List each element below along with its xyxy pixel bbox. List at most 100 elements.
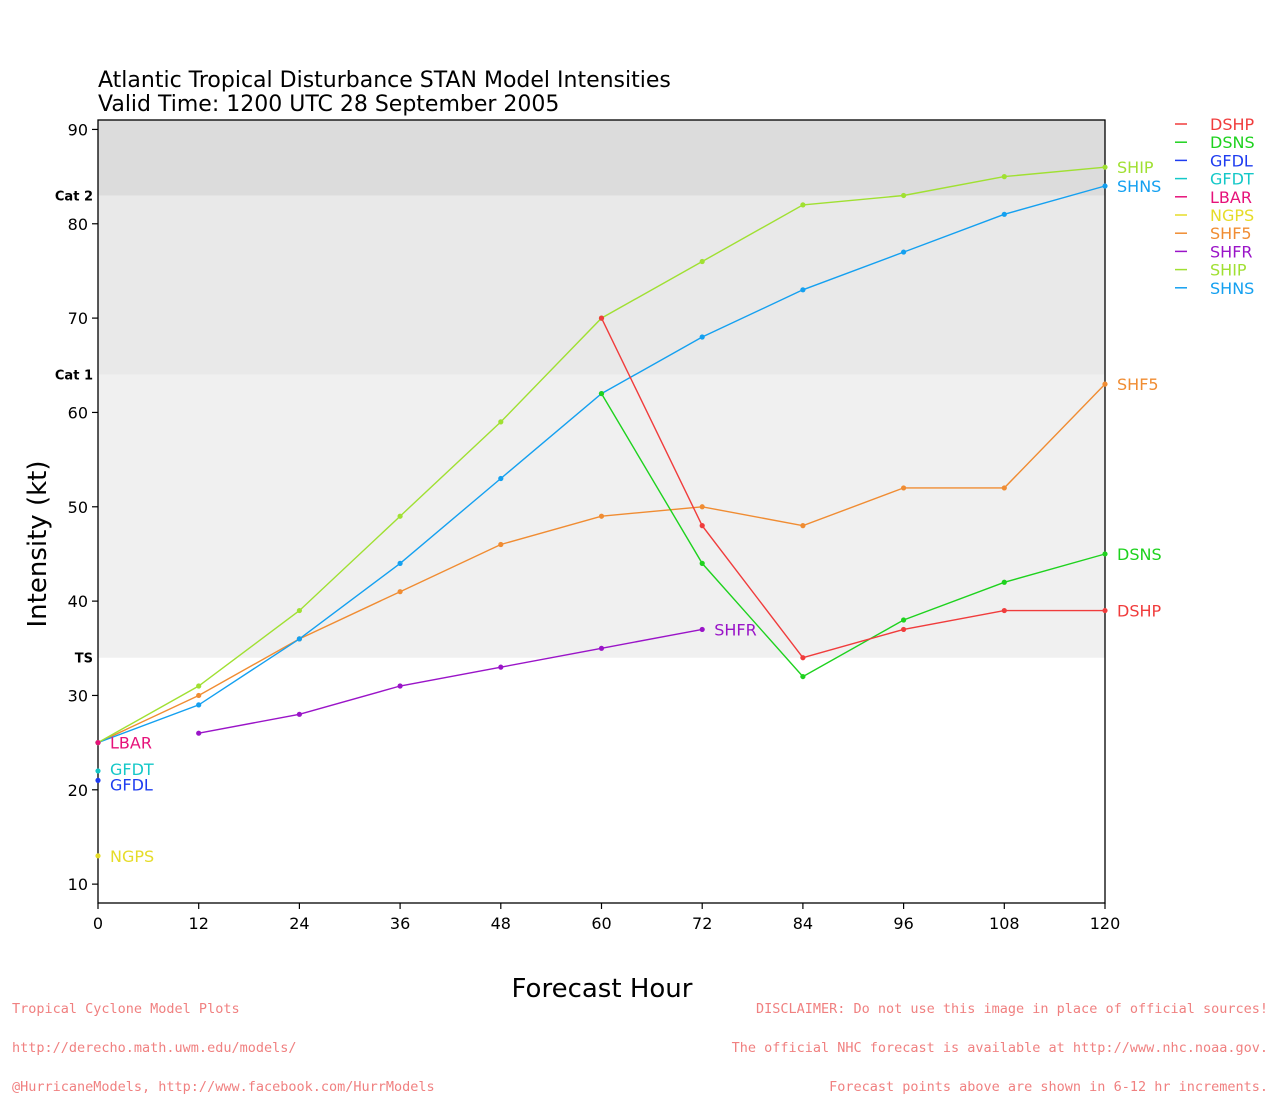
legend-entry-lbar: LBAR: [1210, 188, 1252, 207]
x-tick-label: 84: [793, 914, 813, 933]
data-point-shf5: [196, 692, 202, 699]
footer-disclaimer-line: DISCLAIMER: Do not use this image in pla…: [755, 1001, 1268, 1017]
y-tick-label: 60: [68, 403, 88, 422]
data-point-shf5: [498, 541, 504, 548]
data-point-shf5: [1102, 381, 1108, 387]
data-point-shf5: [397, 589, 403, 595]
series-label-dshp: DSHP: [1117, 602, 1162, 621]
data-point-ship: [901, 192, 907, 199]
series-label-ship: SHIP: [1117, 158, 1154, 177]
data-point-lbar: [95, 740, 101, 746]
data-point-ship: [1001, 174, 1007, 180]
data-point-dshp: [1001, 607, 1007, 614]
data-point-gfdt: [95, 768, 101, 774]
series-label-gfdl: GFDL: [110, 775, 153, 794]
y-axis-title: Intensity (kt): [23, 461, 53, 628]
data-point-ship: [800, 202, 806, 208]
data-point-dsns: [1001, 579, 1007, 585]
data-point-shns: [196, 702, 202, 708]
intensity-chart: TS Cat 1 Cat 2 10 20 30 40 50 60 70 80 90 0 12 24 36 48…: [23, 68, 1255, 1004]
footer-disclaimer-line: Forecast points above are shown in 6-12 …: [829, 1079, 1268, 1095]
series-line-shfr: [198, 628, 703, 734]
data-point-dsns: [1102, 551, 1108, 557]
y-tick-label: 10: [68, 875, 88, 894]
category-band: [98, 120, 1105, 196]
data-point-ship: [196, 683, 202, 689]
axes: 10 20 30 40 50 60 70 80 90 0 12 24 36 48 60 72 84 96 108 12…: [68, 119, 1121, 933]
x-tick-label: 48: [491, 914, 511, 933]
data-point-shfr: [598, 645, 605, 651]
chart-subtitle: Valid Time: 1200 UTC 28 September 2005: [98, 92, 559, 117]
x-tick-label: 24: [289, 914, 309, 933]
data-point-dsns: [800, 673, 806, 680]
y-tick-label: 40: [68, 592, 88, 611]
data-point-ship: [1102, 164, 1108, 170]
data-point-ship: [498, 419, 504, 425]
data-point-gfdl: [95, 777, 101, 783]
legend-entry-ngps: NGPS: [1210, 206, 1254, 225]
data-point-ship: [699, 258, 705, 265]
data-point-dshp: [901, 626, 907, 633]
data-point-dshp: [800, 655, 806, 661]
series-label-shns: SHNS: [1117, 177, 1161, 196]
legend-entry-shns: SHNS: [1210, 279, 1254, 298]
category-bands: TS Cat 1 Cat 2: [55, 120, 1105, 667]
series-line-dsns: [600, 393, 1106, 678]
footer-disclaimer-line: The official NHC forecast is available a…: [731, 1040, 1268, 1056]
data-point-shfr: [397, 683, 403, 689]
data-point-shf5: [1001, 485, 1007, 491]
series-gfdl: [95, 777, 101, 783]
series-shfr: [196, 626, 705, 736]
x-tick-label: 72: [692, 914, 712, 933]
category-label: Cat 1: [55, 369, 93, 384]
series-label-gfdt: GFDT: [110, 760, 154, 779]
series-group: [95, 164, 1108, 859]
x-tick-label: 60: [591, 914, 611, 933]
series-dsns: [598, 390, 1108, 680]
x-tick-label: 108: [989, 914, 1020, 933]
series-lbar: [95, 740, 101, 746]
data-point-dsns: [598, 390, 605, 397]
series-line-dshp: [600, 317, 1105, 659]
data-point-shfr: [196, 730, 202, 736]
series-label-ngps: NGPS: [110, 847, 154, 866]
data-point-dshp: [598, 315, 605, 321]
y-tick-label: 30: [68, 686, 88, 705]
data-point-dshp: [1102, 607, 1108, 614]
data-point-shfr: [498, 664, 504, 670]
data-point-shns: [1001, 211, 1007, 217]
footer-credits: Tropical Cyclone Model Plots http://dere…: [12, 977, 435, 1107]
data-point-dshp: [699, 523, 705, 529]
footer-disclaimer: DISCLAIMER: Do not use this image in pla…: [732, 977, 1268, 1107]
data-point-shfr: [296, 711, 302, 717]
data-point-dsns: [699, 560, 705, 566]
data-point-shf5: [800, 523, 806, 529]
y-tick-label: 80: [68, 215, 88, 234]
series-label-shf5: SHF5: [1117, 375, 1159, 394]
data-point-shns: [498, 475, 504, 482]
data-point-shns: [1102, 183, 1108, 189]
footer-credit-line[interactable]: @HurricaneModels, http://www.facebook.co…: [12, 1079, 435, 1095]
data-point-shf5: [699, 504, 705, 510]
series-label-dsns: DSNS: [1117, 545, 1162, 564]
series-gfdt: [95, 768, 101, 774]
data-point-shns: [800, 287, 806, 293]
legend-entry-gfdt: GFDT: [1210, 170, 1254, 189]
legend-entry-shf5: SHF5: [1210, 224, 1252, 243]
category-label: Cat 2: [55, 189, 93, 204]
data-point-ship: [296, 607, 302, 614]
x-tick-label: 0: [93, 914, 103, 933]
footer-credit-line[interactable]: http://derecho.math.uwm.edu/models/: [12, 1040, 297, 1056]
x-tick-label: 120: [1090, 914, 1121, 933]
data-point-dsns: [901, 617, 907, 623]
data-point-shfr: [699, 626, 705, 633]
y-tick-label: 50: [68, 498, 88, 517]
data-point-ngps: [95, 853, 101, 859]
data-point-shf5: [901, 485, 907, 491]
x-tick-label: 12: [189, 914, 209, 933]
series-ngps: [95, 853, 101, 859]
series-label-lbar: LBAR: [110, 734, 152, 753]
x-axis-title: Forecast Hour: [512, 974, 693, 1004]
series-dshp: [598, 315, 1108, 661]
